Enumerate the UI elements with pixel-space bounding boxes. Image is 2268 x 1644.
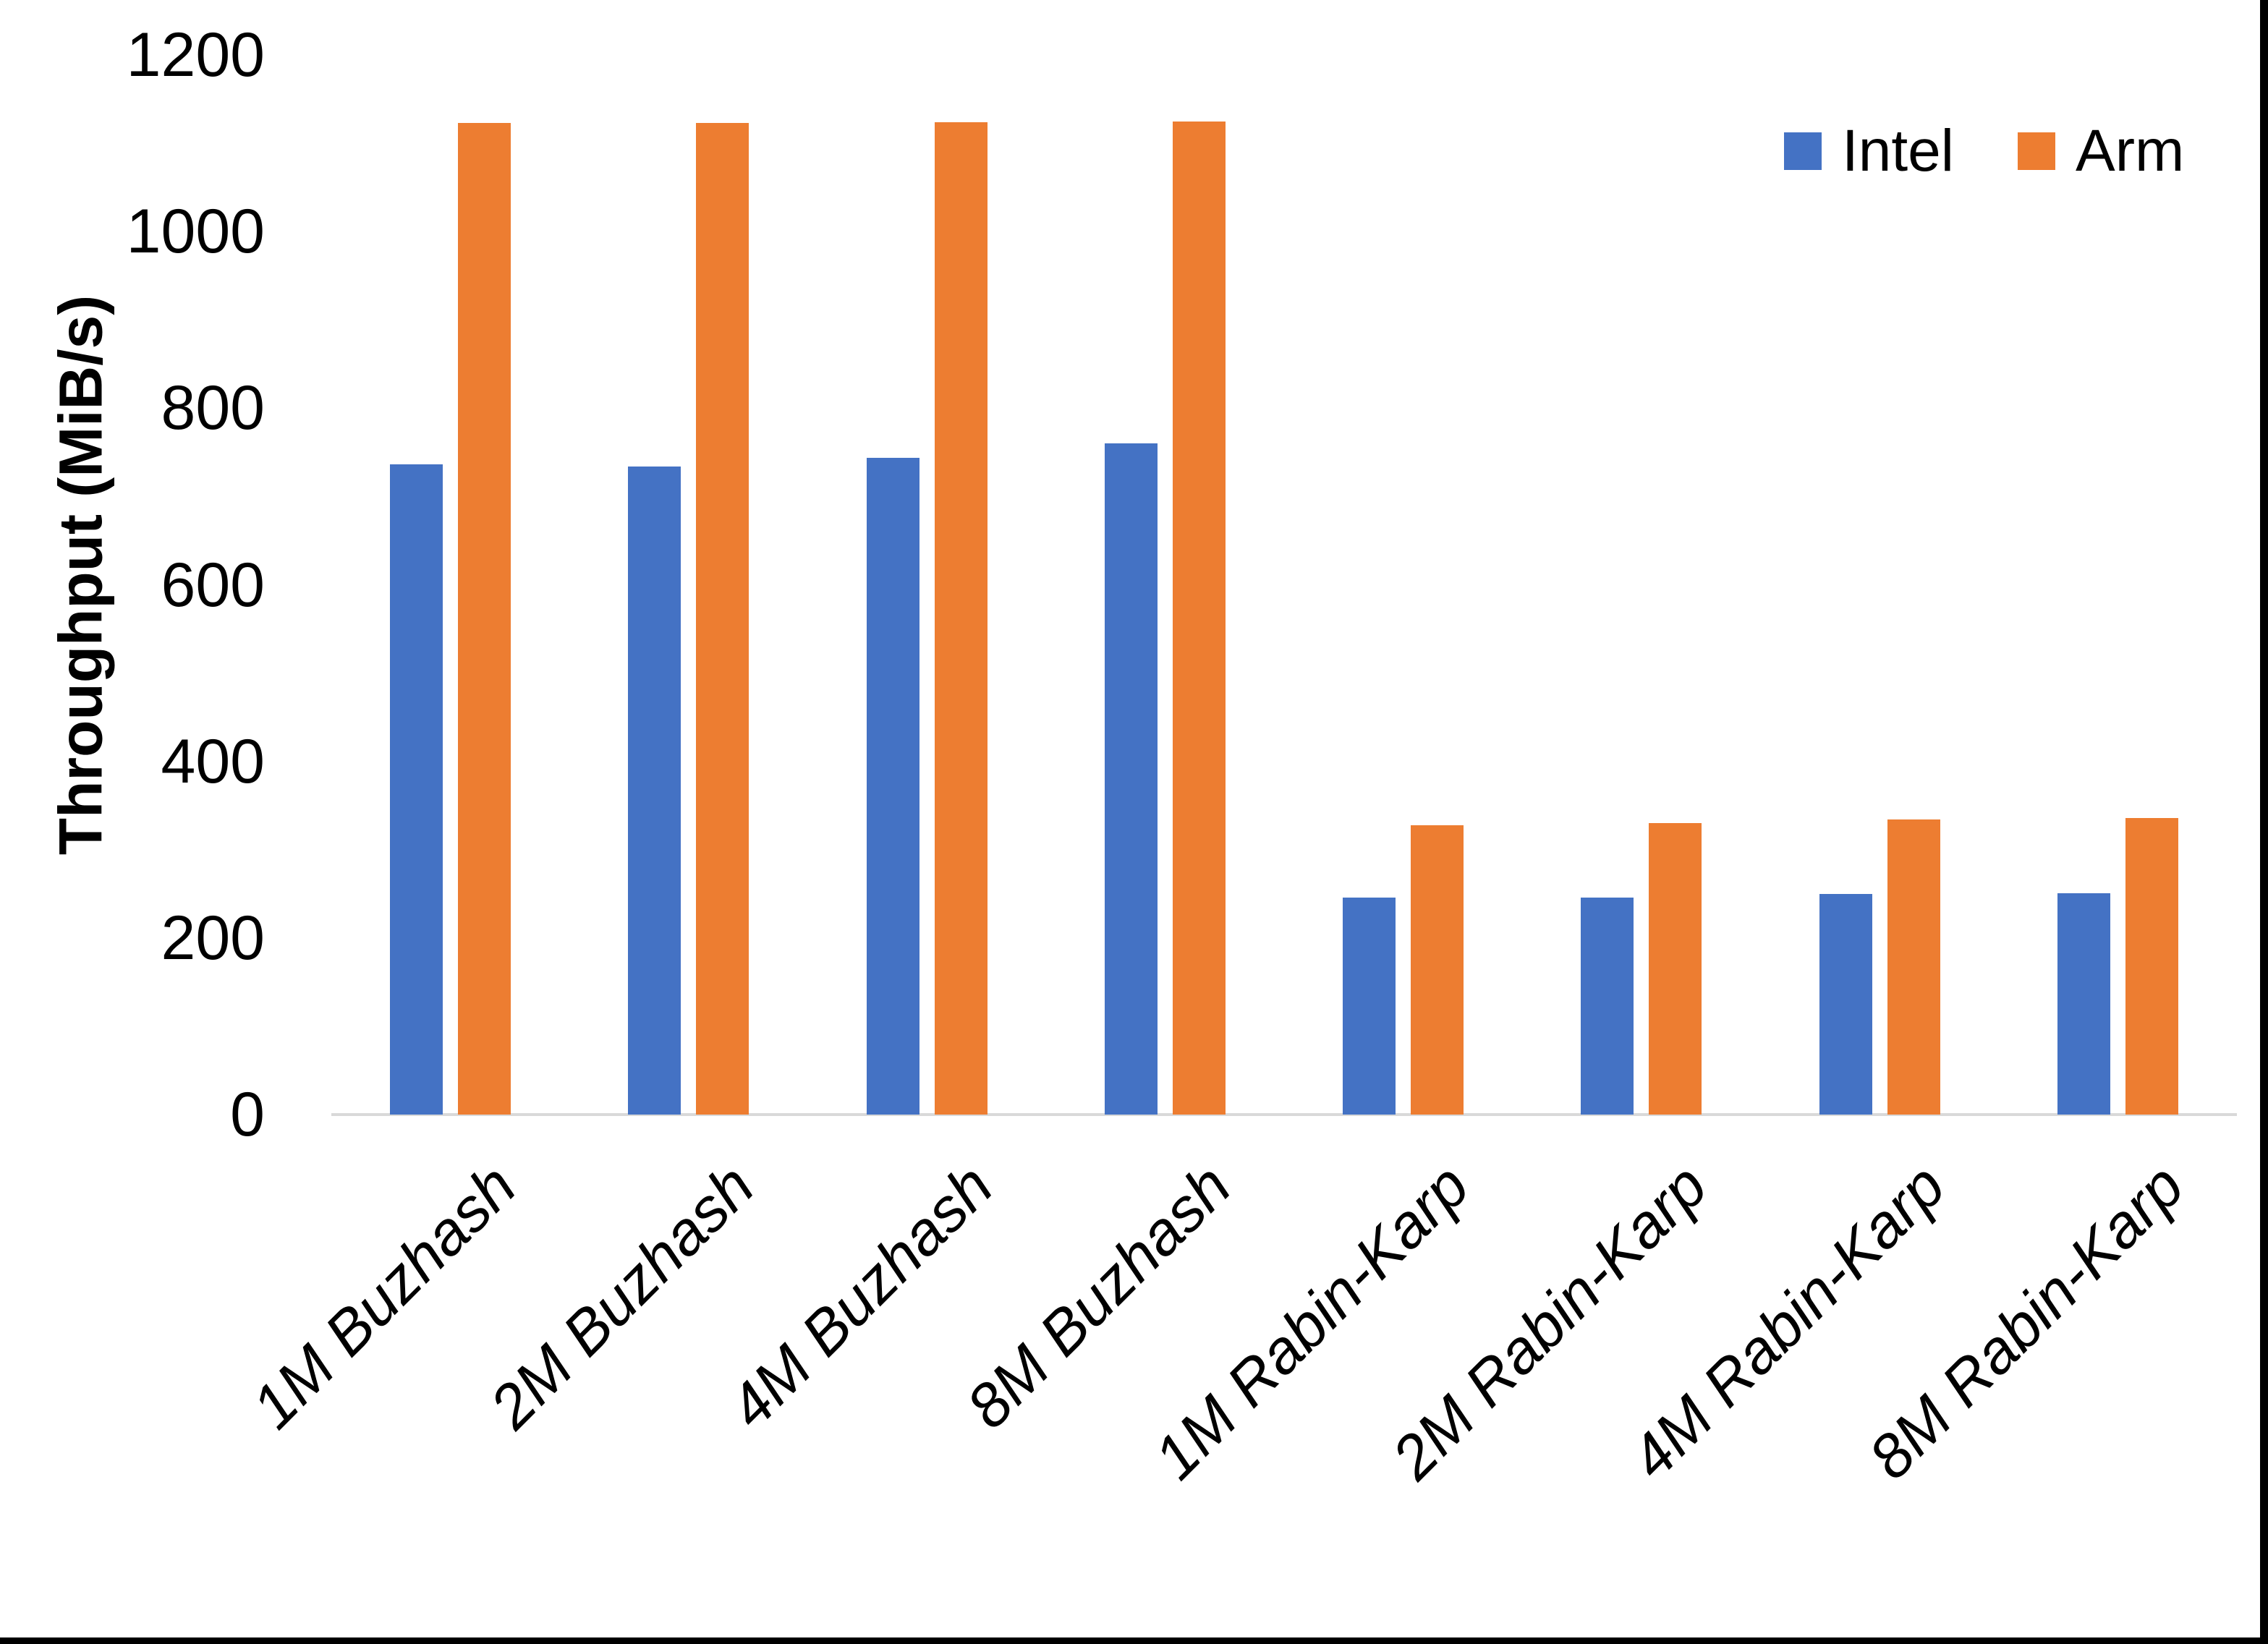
bar-intel-2m-rabin-karp: [1581, 897, 1634, 1115]
bar-arm-2m-rabin-karp: [1649, 823, 1702, 1115]
bar-arm-2m-buzhash: [696, 123, 749, 1115]
chart-legend: Intel Arm: [1784, 122, 2184, 181]
bar-intel-4m-buzhash: [866, 457, 919, 1115]
legend-label-arm: Arm: [2076, 118, 2185, 184]
legend-swatch-arm: [2018, 132, 2055, 170]
bar-intel-1m-rabin-karp: [1343, 897, 1396, 1115]
bar-arm-4m-buzhash: [934, 122, 988, 1115]
x-axis-line: [331, 1113, 2237, 1116]
bar-arm-8m-buzhash: [1172, 121, 1226, 1115]
y-tick-label-1200: 1200: [126, 20, 265, 90]
bar-arm-1m-buzhash: [458, 123, 511, 1115]
bar-arm-8m-rabin-karp: [2125, 817, 2178, 1115]
legend-swatch-intel: [1784, 132, 1822, 170]
bar-intel-4m-rabin-karp: [1819, 893, 1872, 1115]
y-tick-label-600: 600: [161, 550, 266, 620]
bar-intel-2m-buzhash: [628, 466, 681, 1115]
y-tick-label-1000: 1000: [126, 197, 265, 267]
window-border-right: [2260, 0, 2268, 1644]
window-border-bottom: [0, 1637, 2268, 1644]
bar-arm-1m-rabin-karp: [1411, 825, 1464, 1115]
legend-label-intel: Intel: [1842, 118, 1954, 184]
bar-intel-8m-rabin-karp: [2057, 893, 2110, 1115]
y-tick-label-0: 0: [230, 1080, 265, 1149]
bar-arm-4m-rabin-karp: [1887, 819, 1940, 1115]
legend-item-intel: Intel: [1784, 122, 1954, 181]
y-tick-label-400: 400: [161, 726, 266, 796]
bar-intel-1m-buzhash: [390, 464, 443, 1115]
y-tick-label-800: 800: [161, 373, 266, 443]
bar-intel-8m-buzhash: [1104, 443, 1158, 1115]
y-tick-label-200: 200: [161, 903, 266, 973]
legend-item-arm: Arm: [2018, 122, 2184, 181]
